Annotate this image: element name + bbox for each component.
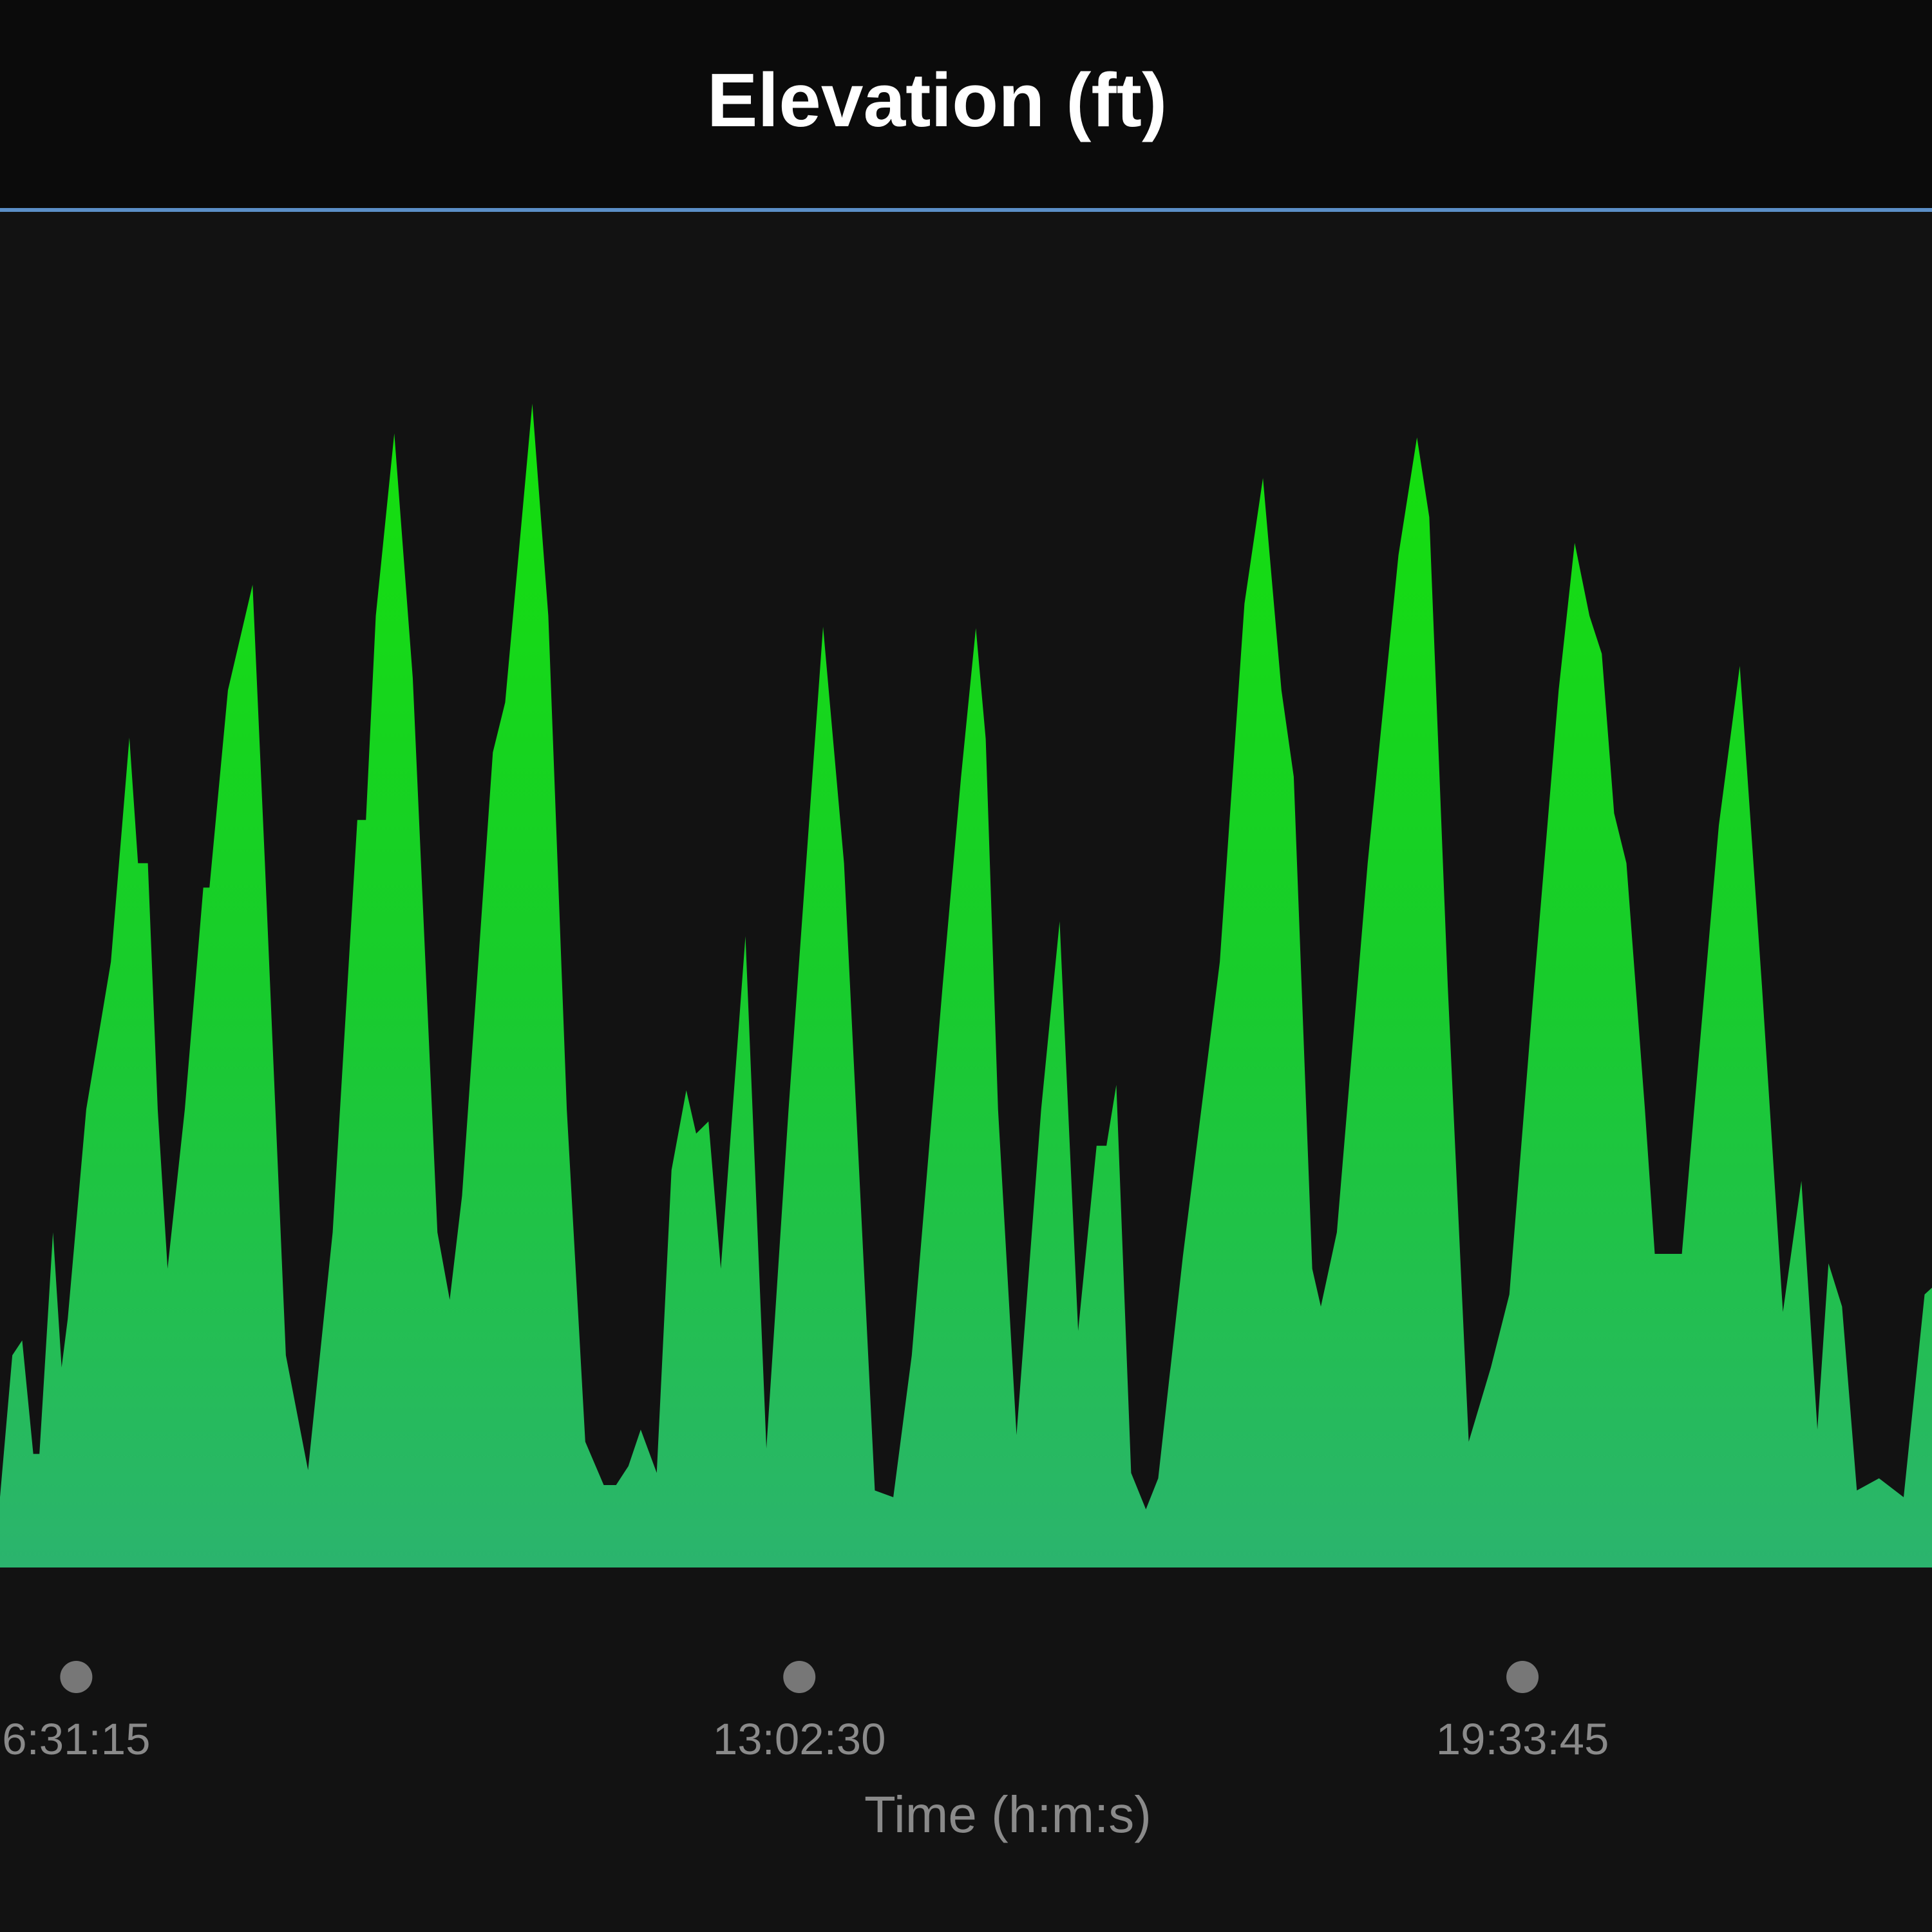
x-axis-label: Time (h:m:s): [864, 1786, 1151, 1843]
x-tick-dot: [783, 1661, 816, 1693]
header-divider: [0, 208, 1932, 212]
x-tick-label: 19:33:45: [1436, 1714, 1609, 1764]
x-tick-dot: [1506, 1661, 1539, 1693]
elevation-area: [0, 403, 1932, 1567]
header: [0, 0, 1932, 208]
x-tick-label: 13:02:30: [713, 1714, 886, 1764]
x-tick-label: 6:31:15: [2, 1714, 150, 1764]
chart-title: Elevation (ft): [707, 58, 1168, 143]
x-tick-dot: [60, 1661, 93, 1693]
